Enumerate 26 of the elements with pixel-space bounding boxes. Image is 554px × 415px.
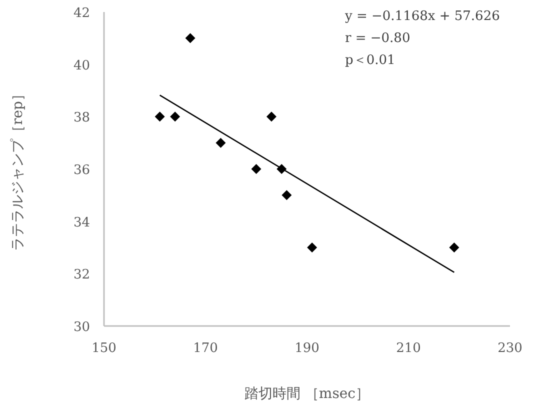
point — [307, 242, 318, 252]
point — [216, 138, 226, 148]
annotation: r = −0.80 — [345, 31, 410, 46]
y-tick-label: 30 — [73, 320, 90, 335]
x-tick-label: 150 — [92, 341, 116, 356]
x-tick-label: 210 — [396, 341, 421, 356]
point — [251, 164, 262, 174]
x-tick-label: 190 — [294, 341, 320, 356]
point — [154, 112, 165, 122]
annotation: y = −0.1168x + 57.626 — [344, 9, 500, 24]
y-tick-label: 32 — [73, 268, 90, 283]
y-tick-label: 42 — [73, 6, 90, 21]
annotation: p＜0.01 — [345, 53, 396, 68]
y-tick-label: 40 — [73, 58, 90, 74]
y-tick-label: 36 — [73, 163, 90, 178]
y-tick-label: 38 — [73, 110, 90, 126]
point — [185, 33, 196, 44]
x-tick-label: 170 — [193, 341, 218, 356]
point — [170, 112, 180, 122]
y-tick-label: 34 — [73, 215, 90, 230]
y-axis-title: ラテラルジャンプ［rep］ — [10, 87, 26, 251]
x-axis-title: 踏切時間 ［msec］ — [244, 386, 370, 402]
x-tick-label: 230 — [498, 341, 522, 356]
point — [449, 242, 460, 252]
point — [282, 190, 292, 200]
point — [266, 112, 276, 122]
